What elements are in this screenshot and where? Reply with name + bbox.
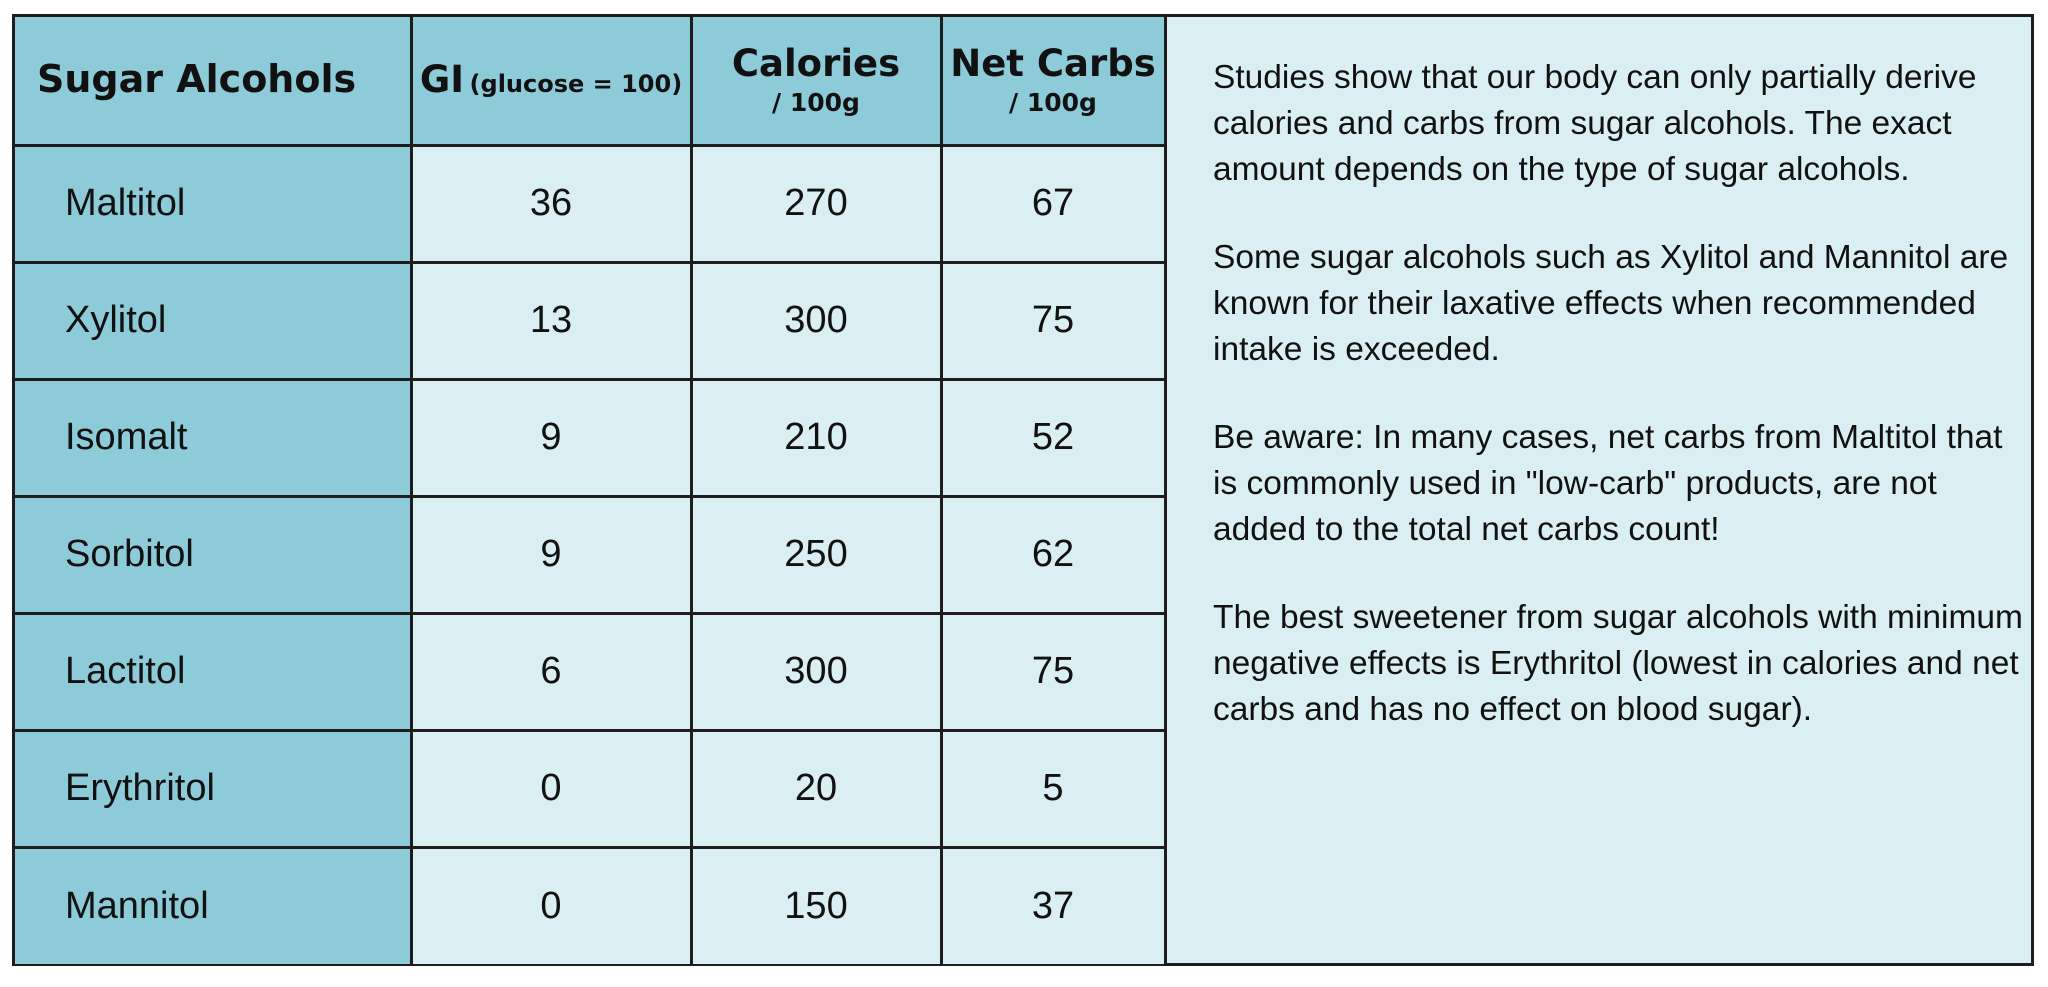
- header-sugar-alcohols: Sugar Alcohols: [15, 17, 413, 147]
- header-net-carbs-unit: / 100g: [1009, 88, 1097, 118]
- table-row: Sorbitol 9 250 62: [15, 494, 1167, 615]
- table-row: Isomalt 9 210 52: [15, 377, 1167, 498]
- gi-value: 6: [409, 611, 693, 732]
- net-carbs-value: 75: [939, 260, 1167, 381]
- calories-value: 270: [689, 143, 943, 264]
- header-net-carbs: Net Carbs / 100g: [939, 17, 1167, 147]
- net-carbs-value: 52: [939, 377, 1167, 498]
- calories-value: 150: [689, 845, 943, 964]
- calories-value: 300: [689, 611, 943, 732]
- net-carbs-value: 5: [939, 728, 1167, 849]
- header-gi: GI (glucose = 100): [409, 17, 693, 147]
- table-row: Maltitol 36 270 67: [15, 143, 1167, 264]
- header-gi-note: (glucose = 100): [469, 69, 683, 98]
- header-calories: Calories / 100g: [689, 17, 943, 147]
- sugar-alcohol-name: Mannitol: [15, 845, 413, 964]
- calories-value: 300: [689, 260, 943, 381]
- table-row: Lactitol 6 300 75: [15, 611, 1167, 732]
- sugar-alcohols-table: Sugar Alcohols GI (glucose = 100) Calori…: [15, 17, 1167, 964]
- sugar-alcohol-name: Xylitol: [15, 260, 413, 381]
- net-carbs-value: 67: [939, 143, 1167, 264]
- table-row: Xylitol 13 300 75: [15, 260, 1167, 381]
- note-paragraph: Studies show that our body can only part…: [1213, 59, 1977, 188]
- net-carbs-value: 62: [939, 494, 1167, 615]
- header-calories-unit: / 100g: [772, 88, 860, 118]
- note-paragraph: Be aware: In many cases, net carbs from …: [1213, 419, 2003, 548]
- sugar-alcohol-name: Isomalt: [15, 377, 413, 498]
- sugar-alcohol-name: Erythritol: [15, 728, 413, 849]
- note-paragraph: Some sugar alcohols such as Xylitol and …: [1213, 239, 2009, 368]
- gi-value: 36: [409, 143, 693, 264]
- gi-value: 9: [409, 494, 693, 615]
- net-carbs-value: 37: [939, 845, 1167, 964]
- calories-value: 250: [689, 494, 943, 615]
- infographic-frame: Sugar Alcohols GI (glucose = 100) Calori…: [12, 14, 2034, 966]
- sugar-alcohol-name: Lactitol: [15, 611, 413, 732]
- sugar-alcohol-name: Sorbitol: [15, 494, 413, 615]
- gi-value: 13: [409, 260, 693, 381]
- header-calories-label: Calories: [731, 41, 901, 85]
- sugar-alcohol-name: Maltitol: [15, 143, 413, 264]
- table-header-row: Sugar Alcohols GI (glucose = 100) Calori…: [15, 17, 1167, 147]
- gi-value: 0: [409, 728, 693, 849]
- table-row: Mannitol 0 150 37: [15, 845, 1167, 964]
- calories-value: 20: [689, 728, 943, 849]
- note-paragraph: The best sweetener from sugar alcohols w…: [1213, 599, 2023, 728]
- gi-value: 0: [409, 845, 693, 964]
- net-carbs-value: 75: [939, 611, 1167, 732]
- calories-value: 210: [689, 377, 943, 498]
- header-gi-label: GI: [419, 57, 464, 101]
- notes-panel: Studies show that our body can only part…: [1213, 55, 2023, 775]
- table-row: Erythritol 0 20 5: [15, 728, 1167, 849]
- gi-value: 9: [409, 377, 693, 498]
- header-net-carbs-label: Net Carbs: [950, 41, 1156, 85]
